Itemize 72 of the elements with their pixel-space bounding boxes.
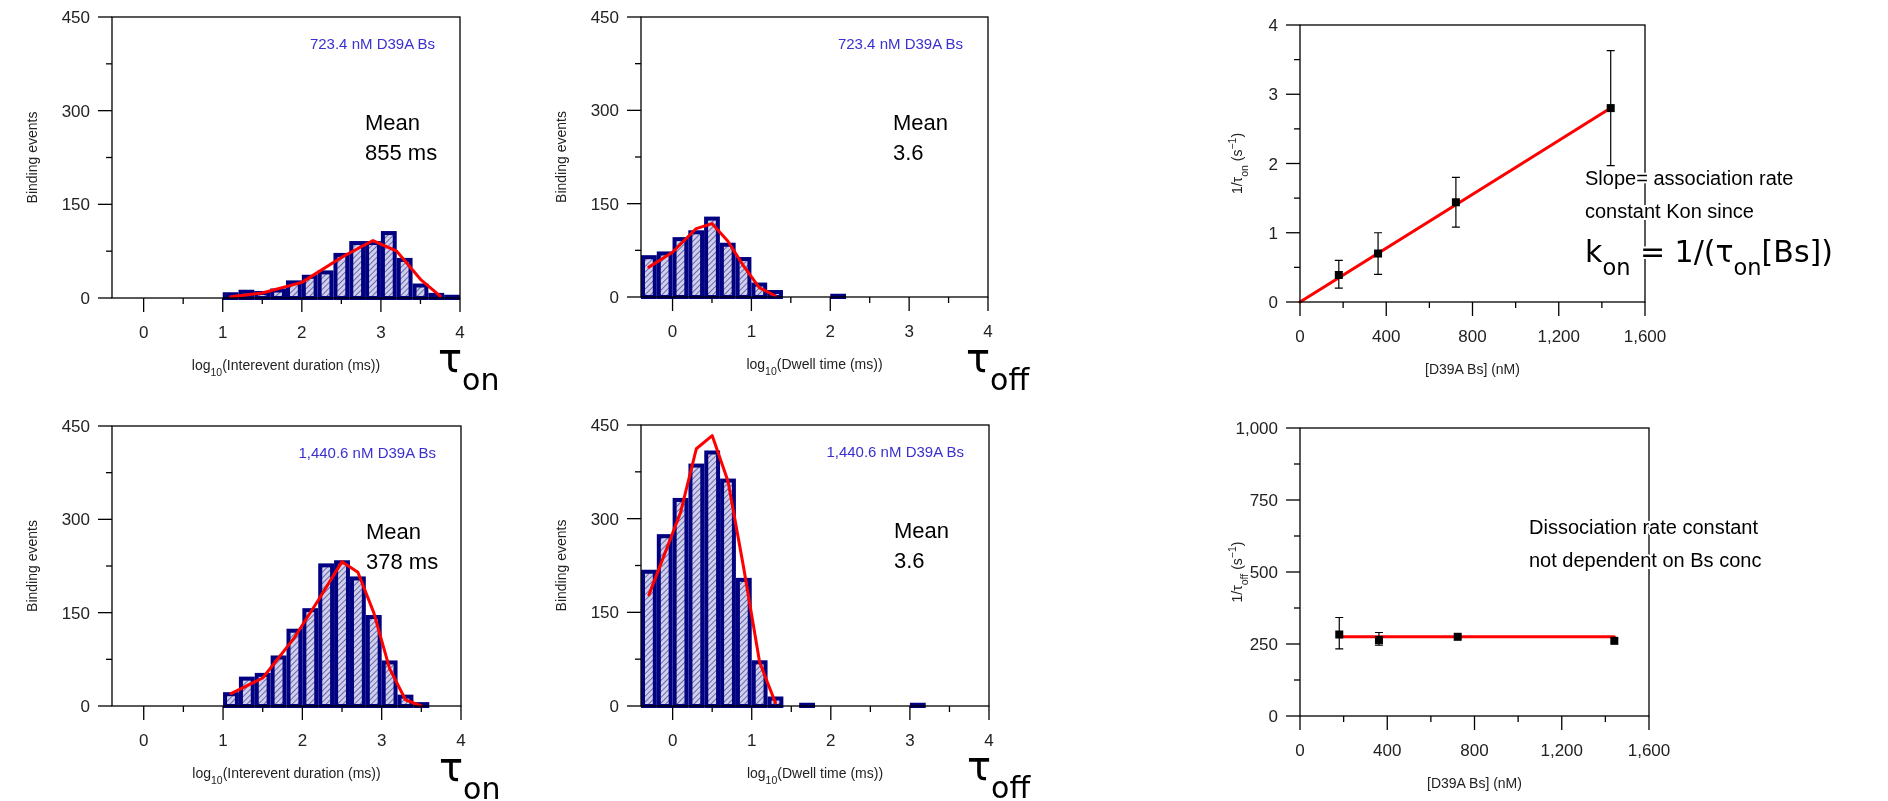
- y-tick-label: 450: [590, 8, 619, 27]
- x-tick-label: 1: [218, 731, 228, 750]
- y-tick-label: 1,000: [1235, 419, 1278, 438]
- x-axis-title: [D39A Bs] (nM): [1425, 361, 1520, 377]
- y-tick-label: 450: [61, 417, 90, 436]
- x-axis-title: log$_{10}$(Dwell time (ms)): [746, 356, 883, 377]
- y-tick-label: 450: [61, 8, 90, 27]
- annotation: 1,440.6 nM D39A Bs: [298, 444, 436, 461]
- y-tick-label: 4: [1268, 16, 1278, 35]
- x-tick-label: 4: [983, 322, 993, 341]
- y-axis-title: Binding events: [24, 520, 40, 612]
- x-tick-label: 3: [376, 731, 387, 750]
- x-tick-label: 1,200: [1540, 741, 1584, 760]
- x-tick-label: 0: [667, 322, 678, 341]
- y-tick-label: 0: [1268, 707, 1278, 726]
- y-tick-label: 150: [590, 194, 619, 214]
- y-tick-label: 0: [80, 289, 90, 308]
- annotation: Mean 855 ms: [365, 110, 438, 165]
- x-tick-label: 1,200: [1537, 327, 1581, 346]
- x-tick-label: 0: [138, 323, 149, 342]
- x-tick-label: 3: [376, 323, 386, 342]
- y-tick-label: 0: [609, 288, 619, 307]
- y-tick-label: 250: [1249, 635, 1278, 654]
- y-tick-label: 750: [1249, 491, 1278, 510]
- x-axis-title: log$_{10}$(Interevent duration (ms)): [191, 357, 381, 378]
- annotation: 1,440.6 nM D39A Bs: [826, 443, 964, 460]
- x-tick-label: 0: [1295, 741, 1305, 760]
- x-tick-label: 1,600: [1627, 741, 1671, 760]
- x-tick-label: 0: [1295, 327, 1305, 346]
- y-tick-label: 150: [61, 603, 90, 623]
- x-tick-label: 1: [746, 731, 757, 750]
- y-tick-label: 300: [61, 510, 90, 530]
- y-tick-label: 1: [1268, 223, 1278, 243]
- x-tick-label: 2: [297, 731, 308, 750]
- x-tick-label: 2: [297, 323, 307, 342]
- y-tick-label: 300: [590, 101, 619, 121]
- x-tick-label: 0: [667, 731, 678, 750]
- x-tick-label: 1: [217, 323, 228, 342]
- annotation: 723.4 nM D39A Bs: [837, 35, 963, 52]
- y-tick-label: 150: [61, 195, 90, 215]
- y-tick-label: 3: [1268, 85, 1278, 105]
- x-tick-label: 400: [1373, 741, 1402, 760]
- y-axis-title: Binding events: [24, 111, 40, 204]
- y-tick-label: 0: [1268, 293, 1278, 312]
- x-tick-label: 2: [825, 322, 836, 341]
- x-tick-label: 3: [905, 731, 915, 750]
- x-axis-title: [D39A Bs] (nM): [1427, 775, 1522, 791]
- annotation: Mean 378 ms: [366, 519, 439, 574]
- x-tick-label: 3: [904, 322, 914, 341]
- annotation: 723.4 nM D39A Bs: [309, 35, 435, 52]
- x-axis-title: log$_{10}$(Interevent duration (ms)): [192, 765, 381, 786]
- y-tick-label: 300: [590, 509, 619, 529]
- y-tick-label: 300: [61, 101, 90, 121]
- x-tick-label: 0: [138, 731, 149, 750]
- x-tick-label: 800: [1458, 327, 1487, 346]
- y-tick-label: 500: [1249, 563, 1278, 582]
- y-tick-label: 0: [80, 697, 90, 716]
- y-tick-label: 2: [1268, 154, 1278, 174]
- x-tick-label: 4: [456, 731, 466, 750]
- y-axis-title: Binding events: [553, 111, 569, 203]
- y-tick-label: 0: [609, 697, 619, 716]
- y-tick-label: 450: [590, 416, 619, 435]
- x-tick-label: 2: [826, 731, 836, 750]
- annotation: Mean 3.6: [893, 110, 949, 165]
- x-tick-label: 1,600: [1623, 327, 1667, 346]
- x-tick-label: 1: [746, 322, 757, 341]
- y-tick-label: 150: [590, 603, 619, 623]
- x-tick-label: 400: [1372, 327, 1401, 346]
- x-axis-title: log$_{10}$(Dwell time (ms)): [746, 765, 884, 786]
- annotation: Mean 3.6: [894, 518, 950, 573]
- y-axis-title: Binding events: [553, 519, 569, 612]
- x-tick-label: 800: [1460, 741, 1489, 760]
